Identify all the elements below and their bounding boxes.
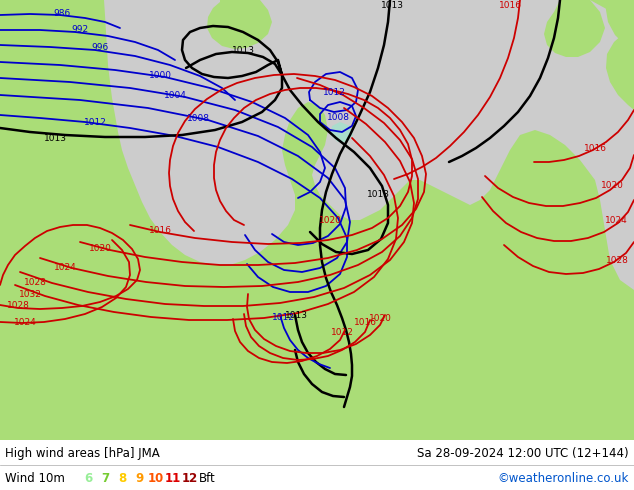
Polygon shape	[0, 0, 58, 75]
Text: 1000: 1000	[148, 71, 172, 79]
Text: 1028: 1028	[23, 277, 46, 287]
Text: 11: 11	[165, 471, 181, 485]
Text: ©weatheronline.co.uk: ©weatheronline.co.uk	[498, 471, 629, 485]
Text: 1028: 1028	[605, 255, 628, 265]
Text: 1024: 1024	[13, 318, 36, 326]
Text: Wind 10m: Wind 10m	[5, 471, 65, 485]
Text: 1024: 1024	[54, 263, 76, 271]
Text: 1016: 1016	[498, 0, 522, 9]
Text: Bft: Bft	[198, 471, 216, 485]
Polygon shape	[590, 0, 634, 50]
Text: Sa 28-09-2024 12:00 UTC (12+144): Sa 28-09-2024 12:00 UTC (12+144)	[417, 446, 629, 460]
Text: 1020: 1020	[600, 180, 623, 190]
Text: 1004: 1004	[164, 91, 186, 99]
Text: 1008: 1008	[186, 114, 209, 122]
Text: 1012: 1012	[271, 313, 294, 321]
Text: 996: 996	[91, 43, 108, 51]
Text: 7: 7	[101, 471, 109, 485]
Text: 1013: 1013	[380, 0, 403, 9]
Text: 1013: 1013	[366, 190, 389, 198]
Polygon shape	[207, 0, 272, 49]
Text: 6: 6	[84, 471, 92, 485]
Text: 1028: 1028	[6, 300, 29, 310]
Text: 1020: 1020	[318, 216, 342, 224]
Polygon shape	[0, 0, 105, 158]
Text: 1012: 1012	[323, 88, 346, 97]
Text: 1024: 1024	[605, 216, 628, 224]
Text: 1013: 1013	[44, 133, 67, 143]
Text: 1016: 1016	[354, 318, 377, 326]
Text: 10: 10	[148, 471, 164, 485]
Polygon shape	[544, 0, 605, 57]
Polygon shape	[0, 0, 634, 440]
Text: 992: 992	[72, 24, 89, 33]
Text: 9: 9	[135, 471, 143, 485]
Polygon shape	[590, 0, 634, 110]
Text: 1020: 1020	[368, 314, 391, 322]
Text: 12: 12	[182, 471, 198, 485]
Text: 1013: 1013	[231, 46, 254, 54]
Polygon shape	[330, 122, 353, 142]
Text: 1032: 1032	[18, 290, 41, 298]
Text: 1012: 1012	[84, 118, 107, 126]
Text: 1013: 1013	[285, 311, 307, 319]
Text: 1008: 1008	[327, 113, 349, 122]
Text: 8: 8	[118, 471, 126, 485]
Text: 1016: 1016	[583, 144, 607, 152]
Text: 1020: 1020	[89, 244, 112, 252]
Text: 1016: 1016	[148, 225, 172, 235]
Text: 1012: 1012	[330, 327, 353, 337]
Text: 986: 986	[53, 8, 70, 18]
Text: High wind areas [hPa] JMA: High wind areas [hPa] JMA	[5, 446, 160, 460]
